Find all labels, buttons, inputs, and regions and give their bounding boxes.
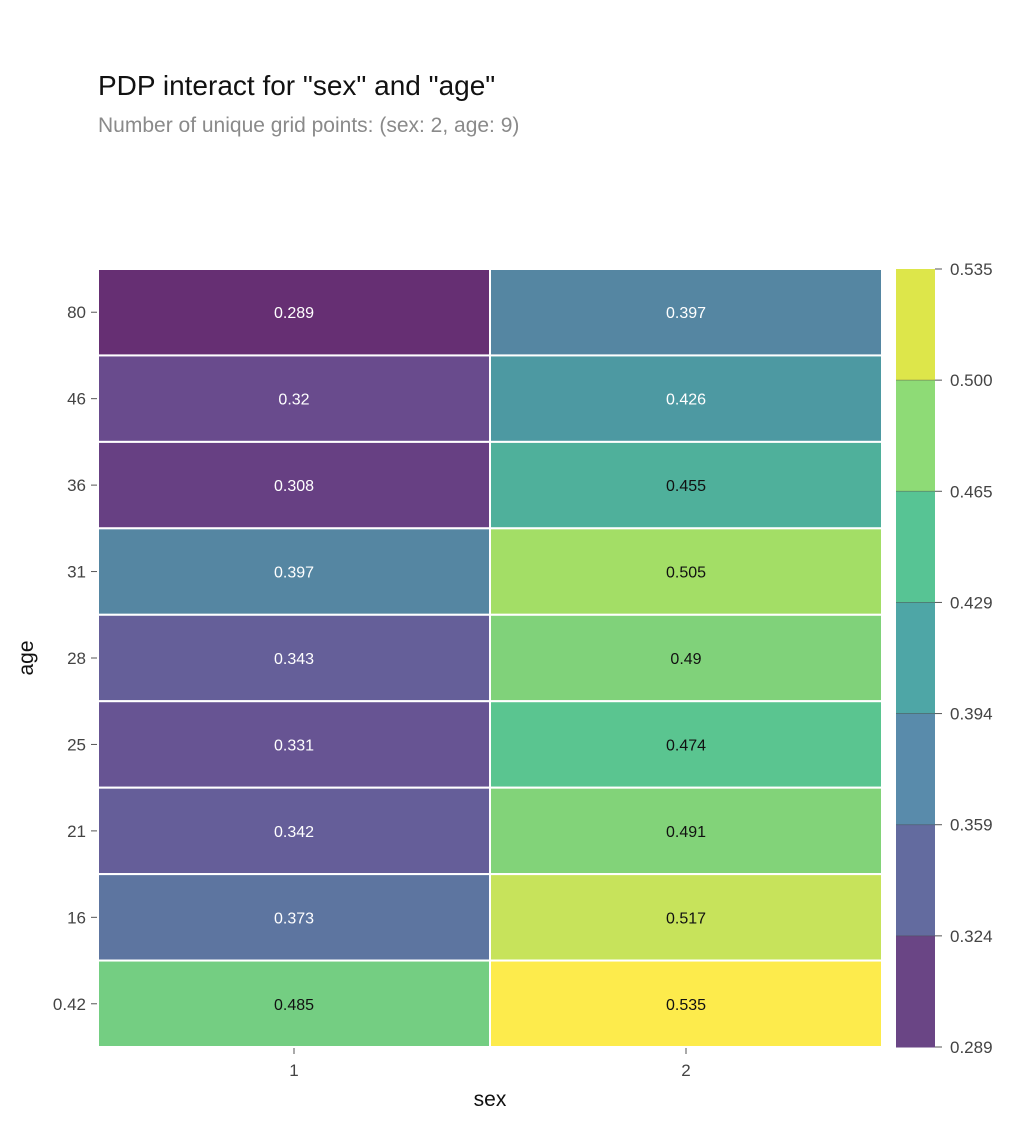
y-tick-label: 36 bbox=[67, 476, 86, 495]
chart-title: PDP interact for "sex" and "age" bbox=[98, 70, 496, 101]
colorbar-band bbox=[896, 491, 935, 603]
colorbar-tick-label: 0.394 bbox=[950, 705, 993, 724]
colorbar-band bbox=[896, 713, 935, 826]
y-tick-label: 25 bbox=[67, 735, 86, 754]
colorbar-tick-label: 0.324 bbox=[950, 927, 993, 946]
cell-value-label: 0.455 bbox=[666, 478, 706, 495]
chart-subtitle: Number of unique grid points: (sex: 2, a… bbox=[98, 114, 520, 137]
colorbar-tick-label: 0.500 bbox=[950, 371, 993, 390]
cell-value-label: 0.397 bbox=[274, 565, 314, 582]
heatmap-cell bbox=[489, 613, 883, 703]
cell-value-label: 0.308 bbox=[274, 478, 314, 495]
heatmap-cell bbox=[489, 873, 883, 962]
cell-value-label: 0.474 bbox=[666, 737, 706, 754]
cell-value-label: 0.343 bbox=[274, 651, 314, 668]
y-tick-label: 28 bbox=[67, 649, 86, 668]
cell-value-label: 0.373 bbox=[274, 910, 314, 927]
heatmap-cell bbox=[489, 527, 883, 616]
x-tick-label: 2 bbox=[681, 1061, 690, 1080]
heatmap-cell bbox=[489, 959, 883, 1048]
colorbar-band bbox=[896, 935, 935, 1048]
cell-value-label: 0.49 bbox=[670, 651, 701, 668]
cell-value-label: 0.426 bbox=[666, 392, 706, 409]
y-tick-label: 46 bbox=[67, 390, 86, 409]
y-tick-label: 80 bbox=[67, 303, 86, 322]
y-axis-label: age bbox=[15, 640, 38, 675]
colorbar-band bbox=[896, 602, 935, 715]
colorbar-tick-label: 0.465 bbox=[950, 482, 993, 501]
cell-value-label: 0.505 bbox=[666, 565, 706, 582]
heatmap-cell bbox=[489, 268, 883, 357]
cell-value-label: 0.331 bbox=[274, 737, 314, 754]
heatmap-cell bbox=[97, 873, 491, 962]
heatmap-cell bbox=[97, 268, 491, 357]
y-tick-label: 31 bbox=[67, 563, 86, 582]
cell-value-label: 0.342 bbox=[274, 824, 314, 841]
cell-value-label: 0.289 bbox=[274, 305, 314, 322]
heatmap-cell bbox=[97, 527, 491, 616]
heatmap-cell bbox=[97, 613, 491, 703]
cell-value-label: 0.32 bbox=[278, 392, 309, 409]
colorbar-tick-label: 0.359 bbox=[950, 816, 993, 835]
colorbar-tick-label: 0.289 bbox=[950, 1038, 993, 1057]
x-axis-label: sex bbox=[474, 1088, 507, 1111]
cell-value-label: 0.491 bbox=[666, 824, 706, 841]
heatmap-cell bbox=[489, 700, 883, 789]
y-tick-label: 21 bbox=[67, 822, 86, 841]
y-tick-label: 16 bbox=[67, 908, 86, 927]
colorbar-tick-label: 0.535 bbox=[950, 260, 993, 279]
heatmap-cell bbox=[489, 786, 883, 876]
cell-value-label: 0.397 bbox=[666, 305, 706, 322]
y-tick-label: 0.42 bbox=[53, 995, 86, 1014]
heatmap-cell bbox=[97, 959, 491, 1048]
colorbar-band bbox=[896, 380, 935, 492]
colorbar-tick-label: 0.429 bbox=[950, 593, 993, 612]
x-tick-label: 1 bbox=[289, 1061, 298, 1080]
colorbar-band bbox=[896, 269, 935, 381]
heatmap-cell bbox=[97, 700, 491, 789]
cell-value-label: 0.485 bbox=[274, 997, 314, 1014]
colorbar-band bbox=[896, 824, 935, 937]
cell-value-label: 0.535 bbox=[666, 997, 706, 1014]
cell-value-label: 0.517 bbox=[666, 910, 706, 927]
